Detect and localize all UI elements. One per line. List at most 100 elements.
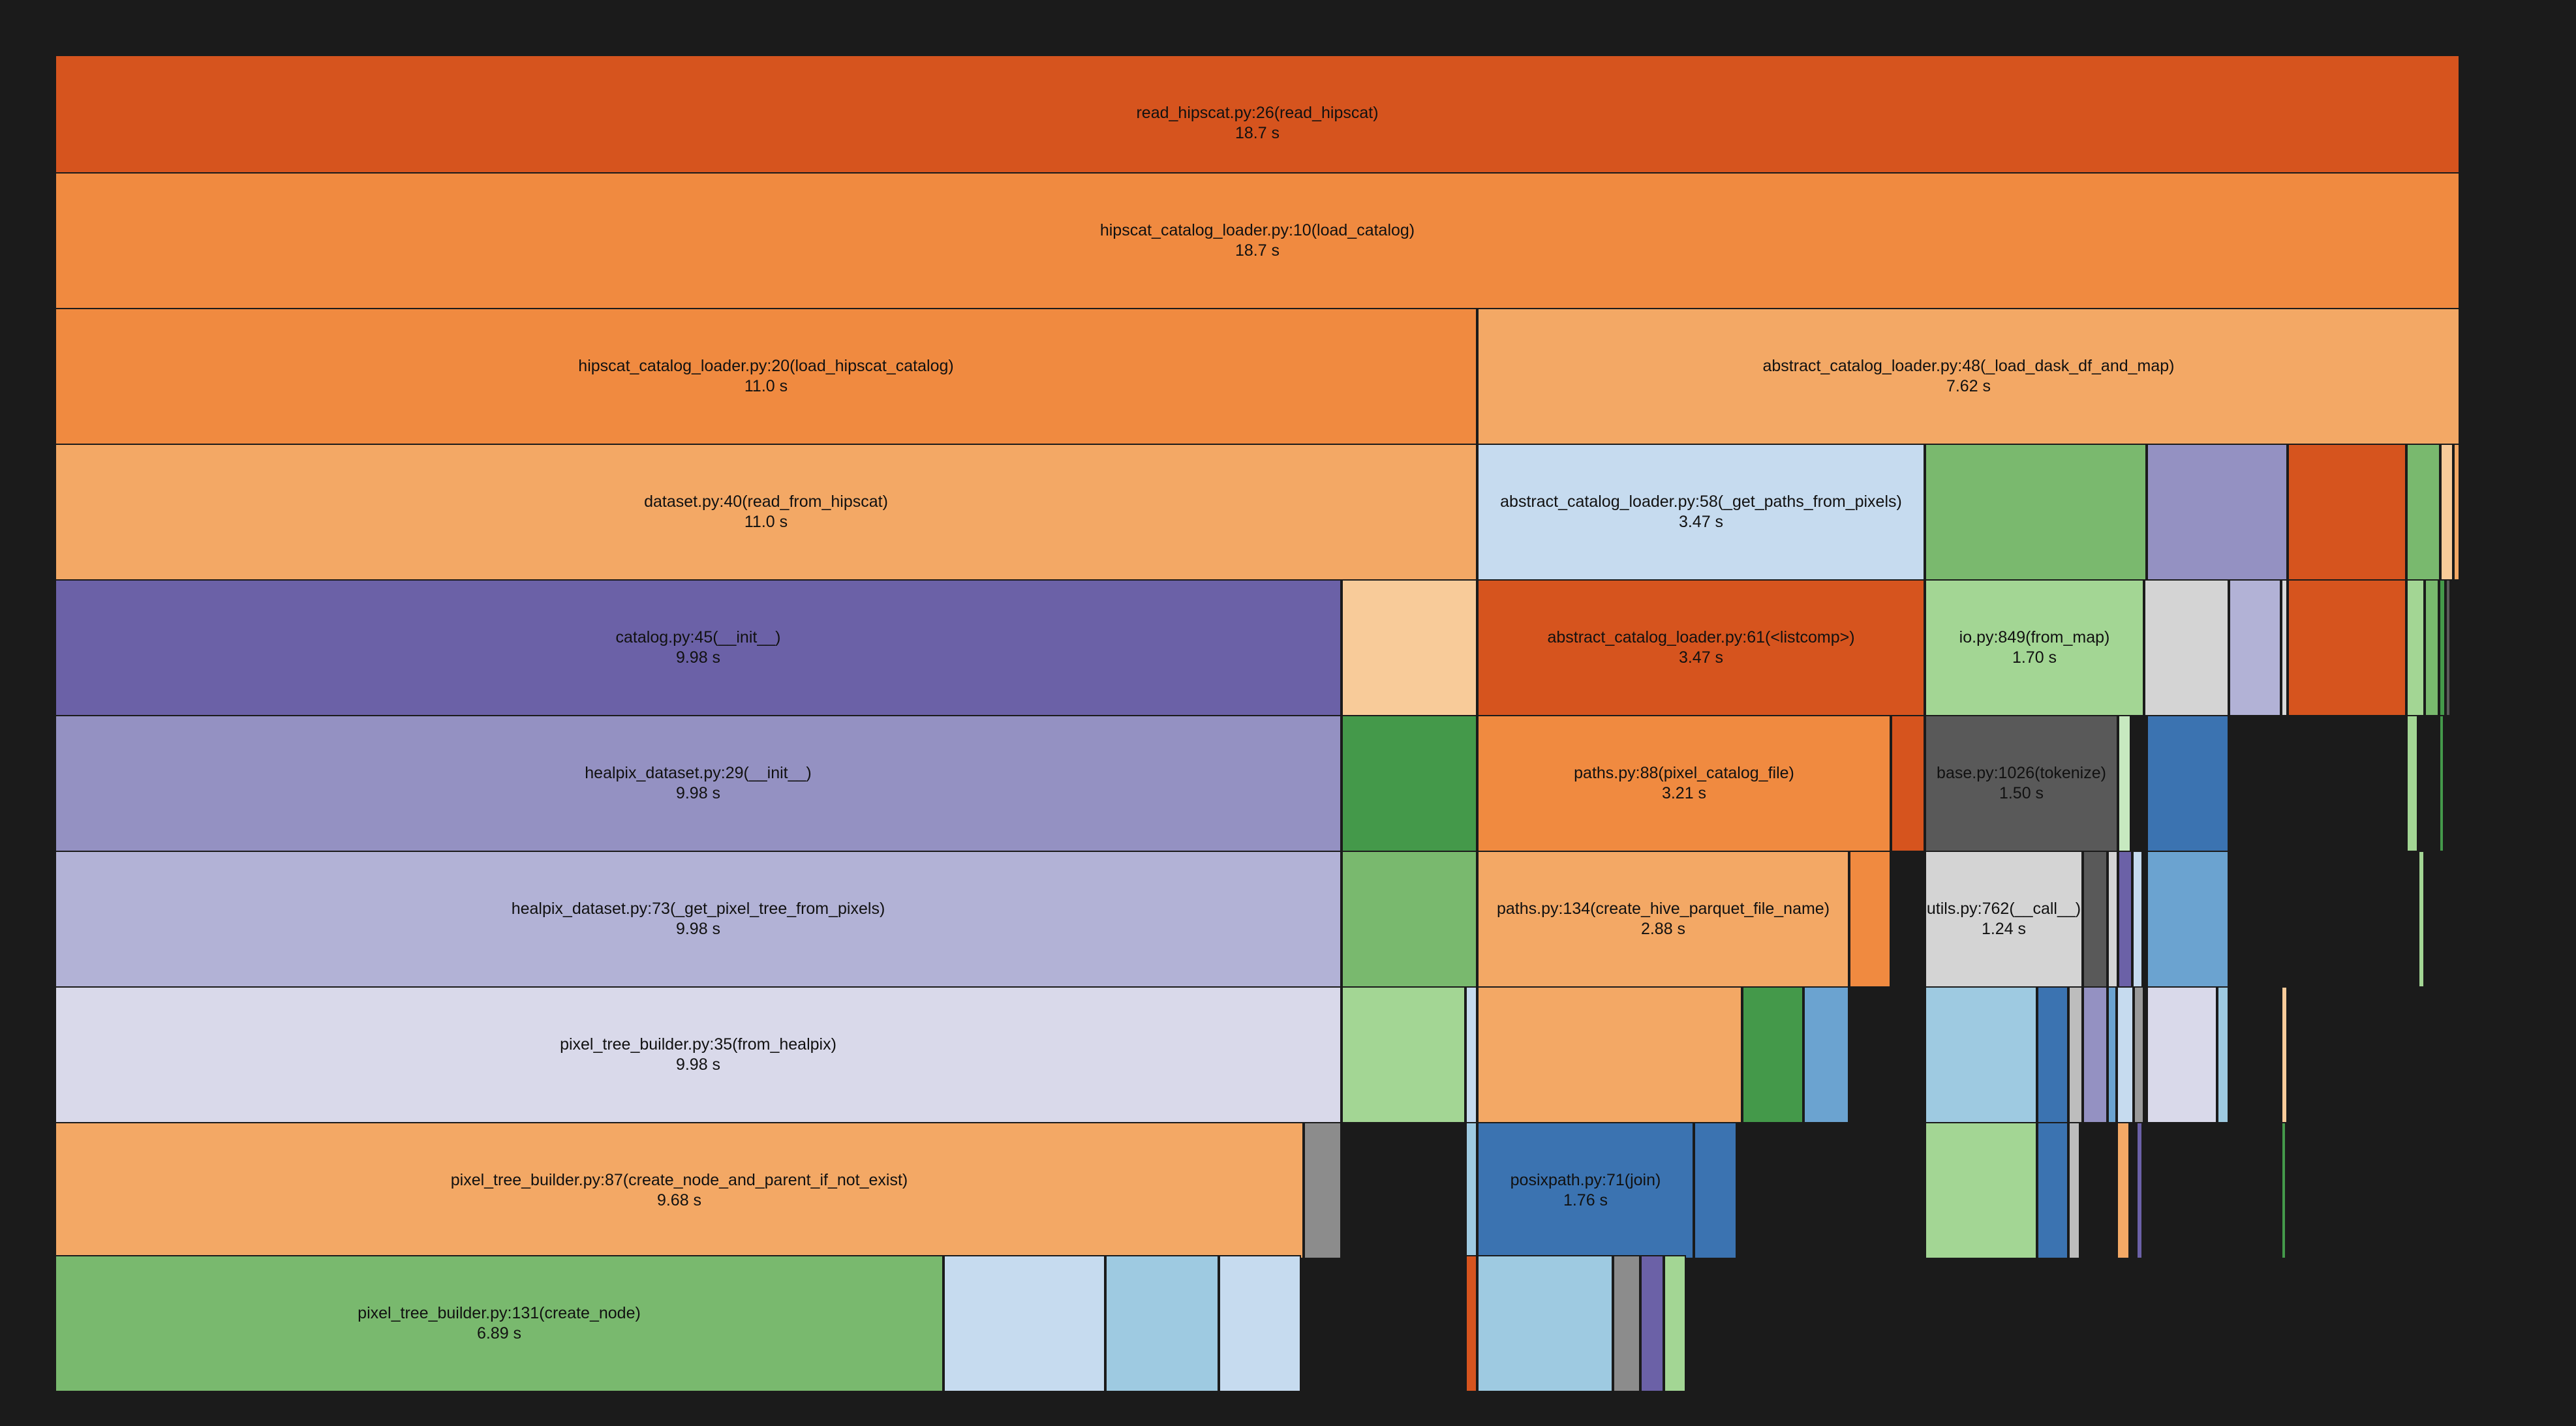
frame-unlabeled[interactable] bbox=[2132, 851, 2143, 988]
frame-unlabeled[interactable] bbox=[1742, 986, 1803, 1123]
frame-from-map[interactable]: io.py:849(from_map) 1.70 s bbox=[1925, 579, 2144, 716]
frame-unlabeled[interactable] bbox=[943, 1255, 1105, 1392]
frame-unlabeled[interactable] bbox=[2229, 579, 2281, 716]
frame-load-dask-df-and-map[interactable]: abstract_catalog_loader.py:48(_load_dask… bbox=[1477, 308, 2460, 445]
frame-read-from-hipscat[interactable]: dataset.py:40(read_from_hipscat) 11.0 s bbox=[55, 444, 1477, 581]
frame-unlabeled[interactable] bbox=[2288, 579, 2406, 716]
frame-get-paths-from-pixels[interactable]: abstract_catalog_loader.py:58(_get_paths… bbox=[1477, 444, 1925, 581]
frame-unlabeled[interactable] bbox=[2217, 986, 2229, 1123]
frame-unlabeled[interactable] bbox=[1925, 986, 2037, 1123]
frame-unlabeled[interactable] bbox=[1219, 1255, 1301, 1392]
frame-tokenize[interactable]: base.py:1026(tokenize) 1.50 s bbox=[1925, 715, 2118, 852]
frame-create-node[interactable]: pixel_tree_builder.py:131(create_node) 6.… bbox=[55, 1255, 943, 1392]
frame-time-label: 3.21 s bbox=[1661, 784, 1707, 802]
frame-time-label: 9.98 s bbox=[675, 648, 721, 667]
frame-unlabeled[interactable] bbox=[1925, 1122, 2037, 1259]
frame-time-label: 6.89 s bbox=[476, 1324, 522, 1343]
frame-unlabeled[interactable] bbox=[2147, 444, 2288, 581]
frame-time-label: 9.68 s bbox=[656, 1191, 702, 1209]
frame-create-node-and-parent[interactable]: pixel_tree_builder.py:87(create_node_and… bbox=[55, 1122, 1304, 1259]
frame-posixpath-join[interactable]: posixpath.py:71(join) 1.76 s bbox=[1477, 1122, 1694, 1259]
frame-unlabeled[interactable] bbox=[2037, 986, 2068, 1123]
frame-utils-call[interactable]: utils.py:762(__call__) 1.24 s bbox=[1925, 851, 2083, 988]
frame-function-label: pixel_tree_builder.py:87(create_node_and… bbox=[450, 1171, 908, 1189]
frame-unlabeled[interactable] bbox=[1664, 1255, 1686, 1392]
frame-time-label: 3.47 s bbox=[1678, 513, 1724, 531]
frame-from-healpix[interactable]: pixel_tree_builder.py:35(from_healpix) 9.… bbox=[55, 986, 1342, 1123]
frame-unlabeled[interactable] bbox=[1613, 1255, 1640, 1392]
frame-time-label: 1.24 s bbox=[1981, 920, 2027, 938]
frame-unlabeled[interactable] bbox=[2083, 986, 2108, 1123]
frame-unlabeled[interactable] bbox=[1342, 715, 1477, 852]
frame-unlabeled[interactable] bbox=[1803, 986, 1849, 1123]
frame-unlabeled[interactable] bbox=[1465, 1255, 1477, 1392]
frame-listcomp[interactable]: abstract_catalog_loader.py:61(<listcomp>… bbox=[1477, 579, 1925, 716]
frame-unlabeled[interactable] bbox=[1694, 1122, 1737, 1259]
frame-read-hipscat[interactable]: read_hipscat.py:26(read_hipscat) 18.7 s bbox=[55, 55, 2460, 192]
frame-unlabeled[interactable] bbox=[1342, 851, 1477, 988]
frame-catalog-init[interactable]: catalog.py:45(__init__) 9.98 s bbox=[55, 579, 1342, 716]
frame-unlabeled[interactable] bbox=[2108, 851, 2118, 988]
frame-unlabeled[interactable] bbox=[2068, 1122, 2080, 1259]
frame-function-label: healpix_dataset.py:73(_get_pixel_tree_fr… bbox=[511, 900, 885, 918]
frame-function-label: io.py:849(from_map) bbox=[1959, 628, 2110, 646]
frame-unlabeled[interactable] bbox=[2144, 579, 2229, 716]
frame-unlabeled[interactable] bbox=[2406, 715, 2418, 852]
frame-time-label: 11.0 s bbox=[744, 513, 788, 531]
frame-unlabeled[interactable] bbox=[2439, 715, 2444, 852]
frame-unlabeled[interactable] bbox=[1342, 579, 1477, 716]
frame-unlabeled[interactable] bbox=[2406, 579, 2425, 716]
frame-unlabeled[interactable] bbox=[2136, 1122, 2143, 1259]
frame-unlabeled[interactable] bbox=[2117, 1122, 2130, 1259]
frame-load-catalog[interactable]: hipscat_catalog_loader.py:10(load_catalo… bbox=[55, 172, 2460, 309]
frame-unlabeled[interactable] bbox=[1465, 1122, 1477, 1259]
frame-unlabeled[interactable] bbox=[1477, 986, 1742, 1123]
frame-unlabeled[interactable] bbox=[2288, 444, 2406, 581]
frame-unlabeled[interactable] bbox=[1342, 986, 1465, 1123]
frame-unlabeled[interactable] bbox=[2446, 579, 2451, 716]
frame-unlabeled[interactable] bbox=[2147, 851, 2229, 988]
frame-function-label: catalog.py:45(__init__) bbox=[615, 628, 781, 646]
frame-unlabeled[interactable] bbox=[2037, 1122, 2068, 1259]
frame-unlabeled[interactable] bbox=[2083, 851, 2108, 988]
frame-unlabeled[interactable] bbox=[1105, 1255, 1219, 1392]
frame-unlabeled[interactable] bbox=[2281, 986, 2288, 1123]
frame-unlabeled[interactable] bbox=[2117, 986, 2134, 1123]
frame-get-pixel-tree[interactable]: healpix_dataset.py:73(_get_pixel_tree_fr… bbox=[55, 851, 1342, 988]
frame-unlabeled[interactable] bbox=[1304, 1122, 1342, 1259]
frame-unlabeled[interactable] bbox=[1849, 851, 1891, 988]
frame-unlabeled[interactable] bbox=[2453, 444, 2460, 581]
frame-unlabeled[interactable] bbox=[1640, 1255, 1664, 1392]
frame-unlabeled[interactable] bbox=[2147, 986, 2217, 1123]
frame-function-label: abstract_catalog_loader.py:58(_get_paths… bbox=[1500, 493, 1902, 511]
frame-function-label: pixel_tree_builder.py:131(create_node) bbox=[358, 1304, 641, 1322]
frame-unlabeled[interactable] bbox=[1477, 1255, 1613, 1392]
frame-unlabeled[interactable] bbox=[2425, 579, 2439, 716]
frame-unlabeled[interactable] bbox=[2281, 1122, 2286, 1259]
frame-unlabeled[interactable] bbox=[1465, 986, 1477, 1123]
frame-unlabeled[interactable] bbox=[2068, 986, 2083, 1123]
frame-unlabeled[interactable] bbox=[1891, 715, 1925, 852]
frame-time-label: 9.98 s bbox=[675, 784, 721, 802]
frame-unlabeled[interactable] bbox=[2147, 715, 2229, 852]
frame-pixel-catalog-file[interactable]: paths.py:88(pixel_catalog_file) 3.21 s bbox=[1477, 715, 1891, 852]
frame-unlabeled[interactable] bbox=[2281, 579, 2288, 716]
frame-unlabeled[interactable] bbox=[2118, 715, 2131, 852]
frame-function-label: base.py:1026(tokenize) bbox=[1937, 764, 2106, 782]
frame-load-hipscat-catalog[interactable]: hipscat_catalog_loader.py:20(load_hipsca… bbox=[55, 308, 1477, 445]
frame-unlabeled[interactable] bbox=[2440, 444, 2453, 581]
frame-function-label: hipscat_catalog_loader.py:20(load_hipsca… bbox=[578, 357, 954, 375]
frame-unlabeled[interactable] bbox=[2418, 851, 2425, 988]
frame-unlabeled[interactable] bbox=[2118, 851, 2132, 988]
frame-unlabeled[interactable] bbox=[2134, 986, 2144, 1123]
frame-function-label: abstract_catalog_loader.py:61(<listcomp>… bbox=[1547, 628, 1855, 646]
frame-function-label: utils.py:762(__call__) bbox=[1926, 900, 2081, 918]
frame-unlabeled[interactable] bbox=[2439, 579, 2446, 716]
frame-unlabeled[interactable] bbox=[2406, 444, 2440, 581]
frame-time-label: 1.76 s bbox=[1563, 1191, 1608, 1209]
frame-unlabeled[interactable] bbox=[1925, 444, 2147, 581]
frame-healpix-dataset-init[interactable]: healpix_dataset.py:29(__init__) 9.98 s bbox=[55, 715, 1342, 852]
frame-create-hive-parquet[interactable]: paths.py:134(create_hive_parquet_file_na… bbox=[1477, 851, 1849, 988]
frame-unlabeled[interactable] bbox=[2108, 986, 2117, 1123]
